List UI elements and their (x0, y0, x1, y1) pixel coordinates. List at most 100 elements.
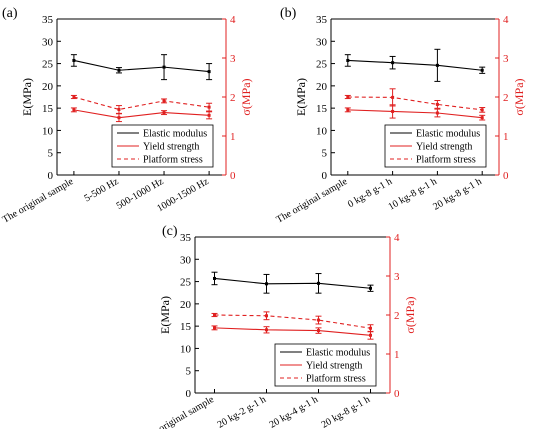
data-point (369, 333, 372, 337)
y-tick-label: 0 (186, 388, 192, 400)
data-point (213, 313, 216, 317)
data-point (162, 99, 166, 103)
legend-label: Elastic modulus (143, 129, 207, 140)
series-platform-stress (211, 311, 374, 333)
data-point (207, 105, 211, 109)
series-elastic-modulus (344, 48, 486, 82)
data-point (346, 108, 350, 112)
y-tick-label: 35 (316, 14, 328, 26)
legend-label: Yield strength (416, 142, 472, 153)
y-tick-label: 10 (42, 125, 54, 137)
legend-label: Elastic modulus (416, 129, 480, 140)
y-axis-label: E(MPa) (294, 78, 308, 116)
series-line (73, 96, 210, 111)
chart-panel-2: (b) 0 5 10 15 20 25 30 35 0 1 2 3 4 E(MPa) σ(MPa) The or… (275, 6, 526, 226)
x-tick-label: 1000-1500 Hz (155, 176, 211, 215)
data-point (317, 329, 320, 333)
x-tick-label: 20 kg-4 g-1 h (268, 394, 320, 429)
x-tick-label: 10 kg-8 g-1 h (386, 176, 438, 213)
y-axis-label: E(MPa) (20, 78, 34, 116)
data-point (480, 68, 484, 72)
y-tick-label: 35 (42, 14, 54, 26)
y-tick-label: 10 (316, 125, 328, 137)
data-point (207, 70, 211, 74)
y2-tick-label: 1 (394, 349, 400, 361)
series-line (347, 59, 483, 71)
y-tick-label: 5 (48, 148, 54, 160)
y2-tick-label: 2 (230, 92, 236, 104)
x-tick-label: 20 kg-2 g-1 h (216, 394, 268, 429)
series-elastic-modulus (70, 54, 213, 81)
y2-tick-label: 3 (503, 53, 509, 65)
data-point (265, 328, 268, 332)
y-tick-label: 20 (180, 299, 192, 311)
series-line (214, 277, 371, 289)
panel-label: (a) (2, 6, 18, 21)
data-point (480, 116, 484, 120)
legend-label: Elastic modulus (306, 348, 370, 359)
y-tick-label: 20 (42, 81, 54, 93)
legend-label: Platform stress (416, 155, 476, 166)
panel-label: (b) (280, 6, 297, 21)
y-tick-label: 25 (42, 59, 54, 71)
y2-tick-label: 3 (394, 271, 400, 283)
legend: Elastic modulus Yield strength Platform st… (384, 124, 487, 168)
series-line (214, 314, 371, 329)
y-tick-label: 15 (42, 103, 54, 115)
x-tick-label: 20 kg-8 g-1 h (320, 394, 372, 429)
series-platform-stress (70, 94, 213, 114)
legend: Elastic modulus Yield strength Platform st… (274, 343, 377, 387)
y-tick-label: 0 (48, 170, 54, 182)
data-point (435, 102, 439, 106)
x-tick-label: The original sample (141, 394, 216, 429)
y2-tick-label: 4 (503, 14, 509, 26)
data-point (317, 281, 320, 285)
data-point (480, 108, 484, 112)
legend-label: Yield strength (306, 361, 362, 372)
y2-tick-label: 2 (394, 310, 400, 322)
series-yield-strength (70, 107, 213, 123)
series-line (73, 109, 210, 119)
series-line (347, 96, 483, 111)
data-point (162, 111, 166, 115)
y2-tick-label: 3 (230, 53, 236, 65)
data-point (117, 116, 121, 120)
series-platform-stress (344, 88, 486, 113)
x-tick-label: 20 kg-8 g-1 h (431, 176, 483, 213)
data-point (391, 61, 395, 65)
y-tick-label: 35 (180, 232, 192, 244)
x-tick-label: 5-500 Hz (82, 176, 120, 205)
panel-label: (c) (162, 224, 178, 239)
series-elastic-modulus (211, 271, 374, 294)
data-point (265, 314, 268, 318)
y-axis-label: E(MPa) (158, 296, 172, 334)
y2-tick-label: 4 (394, 232, 400, 244)
legend-label: Platform stress (143, 155, 203, 166)
y2-axis-label: σ(MPa) (403, 296, 417, 333)
y2-tick-label: 1 (503, 131, 509, 143)
data-point (117, 107, 121, 111)
data-point (117, 68, 121, 72)
data-point (346, 95, 350, 99)
y2-tick-label: 2 (503, 92, 509, 104)
data-point (346, 58, 350, 62)
legend-label: Yield strength (143, 142, 199, 153)
x-tick-label: The original sample (1, 176, 76, 226)
data-point (213, 326, 216, 330)
x-tick-label: The original sample (275, 176, 350, 226)
y-tick-label: 5 (186, 366, 192, 378)
data-point (391, 109, 395, 113)
chart-panel-1: (a) 0 5 10 15 20 25 30 35 0 1 2 3 4 E(MPa) σ(MPa) The or… (1, 6, 253, 226)
data-point (435, 63, 439, 67)
data-point (72, 108, 76, 112)
y-tick-label: 15 (316, 103, 328, 115)
y-tick-label: 30 (316, 36, 328, 48)
data-point (435, 111, 439, 115)
y2-tick-label: 4 (230, 14, 236, 26)
series-line (73, 59, 210, 73)
series-yield-strength (211, 325, 374, 340)
data-point (369, 326, 372, 330)
y-tick-label: 15 (180, 321, 192, 333)
y-tick-label: 30 (42, 36, 54, 48)
